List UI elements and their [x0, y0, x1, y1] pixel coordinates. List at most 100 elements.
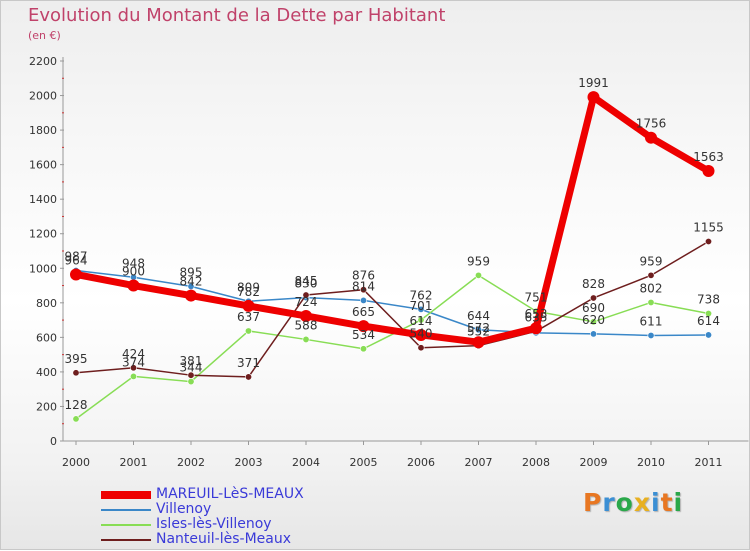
legend-label: Isles-lès-Villenoy [156, 516, 272, 532]
data-label: 614 [410, 314, 433, 328]
y-tick-label: 1400 [29, 193, 57, 206]
y-tick-label: 800 [36, 297, 57, 310]
series-line [75, 269, 710, 337]
data-point [530, 322, 542, 335]
legend-label: Villenoy [156, 501, 212, 517]
x-tick-label: 2005 [350, 456, 378, 469]
series-line [75, 240, 710, 378]
y-tick-label: 400 [36, 366, 57, 379]
logo-letter: x [633, 488, 651, 517]
data-label: 653 [525, 307, 548, 321]
data-point [417, 305, 425, 313]
data-point [645, 131, 657, 144]
data-label: 374 [122, 355, 145, 369]
data-label: 762 [410, 288, 433, 302]
data-point [647, 271, 655, 279]
data-label: 876 [352, 269, 375, 283]
data-label: 611 [640, 314, 663, 328]
data-label: 1756 [636, 117, 667, 131]
data-point [472, 336, 485, 349]
data-point [589, 318, 597, 326]
logo-letter: i [673, 488, 684, 517]
data-point [245, 373, 253, 381]
x-tick-label: 2007 [465, 456, 493, 469]
data-label: 395 [65, 352, 88, 366]
data-point [130, 372, 138, 380]
legend-swatch-mareuil [101, 491, 151, 499]
data-label: 424 [122, 347, 145, 361]
data-point [70, 268, 82, 281]
data-label: 620 [582, 313, 605, 327]
data-point [357, 320, 370, 333]
data-point [647, 298, 655, 306]
x-tick-label: 2011 [695, 456, 723, 469]
data-point [589, 330, 597, 338]
data-point [245, 327, 253, 335]
data-point [417, 344, 425, 352]
data-point [359, 296, 367, 304]
data-point [704, 238, 712, 246]
data-point [300, 309, 312, 322]
data-label: 895 [180, 265, 203, 279]
logo-letter: t [660, 488, 674, 517]
data-point [415, 328, 427, 341]
data-label: 782 [237, 285, 260, 299]
x-tick-label: 2002 [177, 456, 205, 469]
data-point [187, 378, 195, 386]
data-label: 588 [295, 318, 318, 332]
data-label: 344 [180, 361, 203, 375]
data-label: 534 [352, 328, 375, 342]
data-label: 1563 [693, 150, 724, 164]
data-label: 614 [697, 314, 720, 328]
data-label: 964 [65, 253, 88, 267]
x-tick-label: 2008 [522, 456, 550, 469]
legend-swatch-nanteuil [101, 539, 151, 541]
data-label: 842 [180, 275, 203, 289]
x-tick-label: 2010 [637, 456, 665, 469]
chart-subtitle: (en €) [28, 29, 61, 42]
x-tick-label: 2004 [292, 456, 320, 469]
y-tick-label: 600 [36, 331, 57, 344]
data-label: 540 [410, 327, 433, 341]
data-label: 948 [122, 256, 145, 270]
y-tick-label: 1800 [29, 124, 57, 137]
data-point [704, 310, 712, 318]
data-point [302, 335, 310, 343]
data-label: 572 [467, 321, 490, 335]
legend-label: MAREUIL-LèS-MEAUX [156, 486, 304, 502]
logo-letter: P [583, 488, 603, 517]
data-label: 665 [352, 305, 375, 319]
data-point [474, 271, 482, 279]
data-point [587, 91, 600, 104]
series-line [75, 274, 710, 420]
data-point [127, 279, 140, 292]
data-label: 802 [640, 281, 663, 295]
data-label: 959 [640, 254, 663, 268]
x-tick-label: 2001 [120, 456, 148, 469]
data-point [185, 289, 197, 302]
data-point [589, 294, 597, 302]
y-tick-label: 2000 [29, 90, 57, 103]
y-tick-label: 0 [50, 435, 57, 448]
data-label: 724 [295, 295, 318, 309]
data-label: 738 [697, 293, 720, 307]
data-label: 809 [237, 280, 260, 294]
y-tick-label: 1200 [29, 228, 57, 241]
data-point [359, 286, 367, 294]
data-label: 690 [582, 301, 605, 315]
x-tick-label: 2009 [580, 456, 608, 469]
data-label: 1155 [693, 221, 724, 235]
data-label: 828 [582, 277, 605, 291]
data-point [242, 299, 255, 312]
data-point [704, 331, 712, 339]
data-point [474, 326, 482, 334]
legend-swatch-villenoy [101, 509, 151, 511]
legend-swatch-isles [101, 524, 151, 526]
data-label: 128 [65, 398, 88, 412]
data-label: 814 [352, 279, 375, 293]
data-point [302, 291, 310, 299]
data-label: 845 [295, 274, 318, 288]
data-point [702, 165, 715, 178]
series-line [72, 93, 712, 346]
